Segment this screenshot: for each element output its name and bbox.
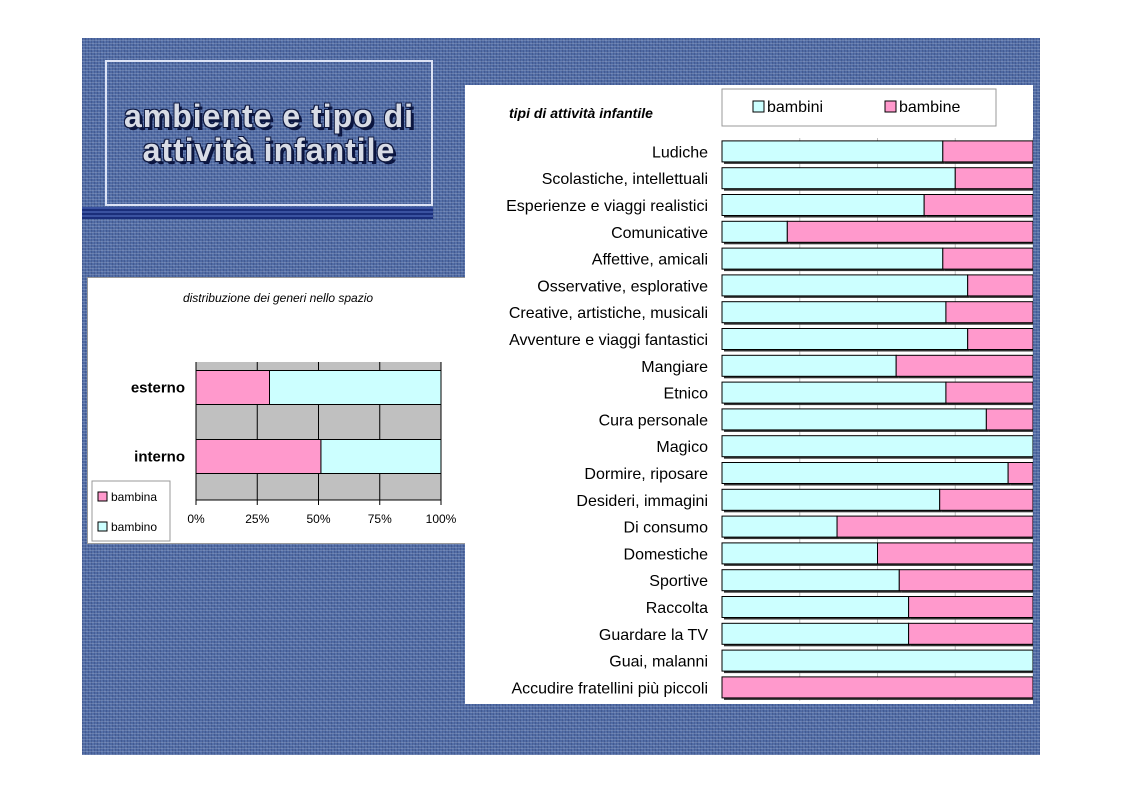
category-label-guardare-la-tv: Guardare la TV — [599, 627, 708, 644]
x-tick-label: 75% — [368, 512, 392, 526]
bar-cura-personale-bambini — [721, 408, 987, 431]
bar-creative-artistiche-musicali-bambine — [945, 301, 1033, 324]
bar-ludiche-bambini — [721, 140, 944, 163]
bar-etnico-bambini — [721, 381, 947, 404]
bar-domestiche-bambine — [877, 542, 1033, 565]
bar-affettive-amicali-bambini — [721, 247, 944, 270]
category-label-interno: interno — [134, 449, 185, 466]
bar-comunicative-bambine — [786, 220, 1033, 243]
bar-scolastiche-intellettuali-bambine — [954, 167, 1033, 190]
category-label-dormire-riposare: Dormire, riposare — [584, 466, 708, 483]
legend-swatch-bambina — [97, 491, 108, 502]
category-label-affettive-amicali: Affettive, amicali — [592, 252, 708, 269]
bar-osservative-esplorative-bambini — [721, 274, 969, 297]
category-label-etnico: Etnico — [664, 386, 709, 403]
legend-label-bambini: bambini — [767, 99, 823, 116]
bar-etnico-bambine — [945, 381, 1033, 404]
slide-title: ambiente e tipo di attività infantile — [123, 98, 415, 168]
x-tick-label: 25% — [245, 512, 269, 526]
bar-sportive-bambine — [898, 569, 1033, 592]
bar-di-consumo-bambine — [836, 515, 1033, 538]
legend-label-bambina: bambina — [111, 490, 157, 504]
title-underline-bar — [82, 207, 433, 219]
bar-esterno-bambino — [269, 370, 442, 405]
bar-sportive-bambini — [721, 569, 900, 592]
category-label-esperienze-e-viaggi-realistici: Esperienze e viaggi realistici — [506, 198, 708, 215]
x-tick-label: 100% — [426, 512, 457, 526]
category-label-di-consumo: Di consumo — [624, 520, 709, 537]
bar-esperienze-e-viaggi-realistici-bambine — [923, 194, 1033, 216]
gender-space-chart-svg: distribuzione dei generi nello spazio 0% 2… — [91, 291, 457, 542]
legend: bambina bambino — [91, 480, 171, 542]
gender-space-chart: distribuzione dei generi nello spazio 0% 2… — [87, 277, 466, 544]
category-label-mangiare: Mangiare — [641, 359, 708, 376]
bar-interno-bambina — [195, 439, 322, 474]
legend-swatch-bambine — [884, 100, 897, 113]
legend-swatch-bambino — [97, 521, 108, 532]
bar-ludiche-bambine — [942, 140, 1033, 163]
chart-title: distribuzione dei generi nello spazio — [183, 291, 373, 305]
x-tick-label: 50% — [306, 512, 330, 526]
bar-guardare-la-tv-bambini — [721, 622, 910, 645]
bar-raccolta-bambini — [721, 596, 910, 618]
bar-cura-personale-bambine — [985, 408, 1033, 431]
bar-desideri-immagini-bambini — [721, 488, 941, 511]
bar-scolastiche-intellettuali-bambini — [721, 167, 956, 190]
bar-guardare-la-tv-bambine — [908, 622, 1033, 645]
bar-dormire-riposare-bambini — [721, 462, 1009, 484]
legend-swatch-bambini — [752, 100, 765, 113]
bar-esperienze-e-viaggi-realistici-bambini — [721, 194, 925, 216]
bar-desideri-immagini-bambine — [939, 488, 1033, 511]
bar-interno-bambino — [320, 439, 442, 474]
bar-di-consumo-bambini — [721, 515, 838, 538]
bar-mangiare-bambine — [895, 354, 1033, 377]
bar-mangiare-bambini — [721, 354, 897, 377]
bar-magico-bambini — [721, 435, 1033, 458]
category-label-magico: Magico — [656, 439, 708, 456]
bar-comunicative-bambini — [721, 220, 788, 243]
category-label-cura-personale: Cura personale — [599, 412, 709, 429]
bar-osservative-esplorative-bambine — [967, 274, 1033, 297]
bar-raccolta-bambine — [908, 596, 1033, 618]
category-label-guai-malanni: Guai, malanni — [609, 654, 708, 671]
category-label-desideri-immagini: Desideri, immagini — [576, 493, 708, 510]
bar-avventure-e-viaggi-fantastici-bambini — [721, 328, 969, 350]
title-box: ambiente e tipo di attività infantile — [105, 60, 433, 206]
category-label-accudire-fratellini-pi-piccoli: Accudire fratellini più piccoli — [511, 680, 708, 697]
bar-creative-artistiche-musicali-bambini — [721, 301, 947, 324]
bar-domestiche-bambini — [721, 542, 878, 565]
category-label-raccolta: Raccolta — [646, 600, 708, 617]
legend: bambini bambine — [721, 88, 997, 127]
category-label-avventure-e-viaggi-fantastici: Avventure e viaggi fantastici — [509, 332, 708, 349]
activity-types-chart-svg: tipi di attività infantile bambini bambine… — [506, 88, 1033, 701]
activity-types-chart: tipi di attività infantile bambini bambine… — [465, 85, 1033, 704]
category-label-creative-artistiche-musicali: Creative, artistiche, musicali — [509, 305, 708, 322]
category-label-osservative-esplorative: Osservative, esplorative — [537, 278, 708, 295]
x-tick-label: 0% — [187, 512, 205, 526]
bar-accudire-fratellini-pi-piccoli-bambine — [721, 676, 1033, 699]
bar-dormire-riposare-bambine — [1007, 462, 1033, 484]
category-label-ludiche: Ludiche — [652, 144, 708, 161]
bar-avventure-e-viaggi-fantastici-bambine — [967, 328, 1033, 350]
category-label-sportive: Sportive — [649, 573, 708, 590]
category-label-domestiche: Domestiche — [624, 546, 709, 563]
bar-esterno-bambina — [195, 370, 270, 405]
chart-title: tipi di attività infantile — [509, 105, 653, 121]
category-label-scolastiche-intellettuali: Scolastiche, intellettuali — [542, 171, 708, 188]
legend-label-bambino: bambino — [111, 520, 157, 534]
legend-box — [721, 88, 997, 127]
bar-affettive-amicali-bambine — [942, 247, 1033, 270]
category-label-comunicative: Comunicative — [611, 225, 708, 242]
category-label-esterno: esterno — [131, 380, 185, 397]
bar-guai-malanni-bambini — [721, 649, 1033, 672]
legend-label-bambine: bambine — [899, 99, 960, 116]
